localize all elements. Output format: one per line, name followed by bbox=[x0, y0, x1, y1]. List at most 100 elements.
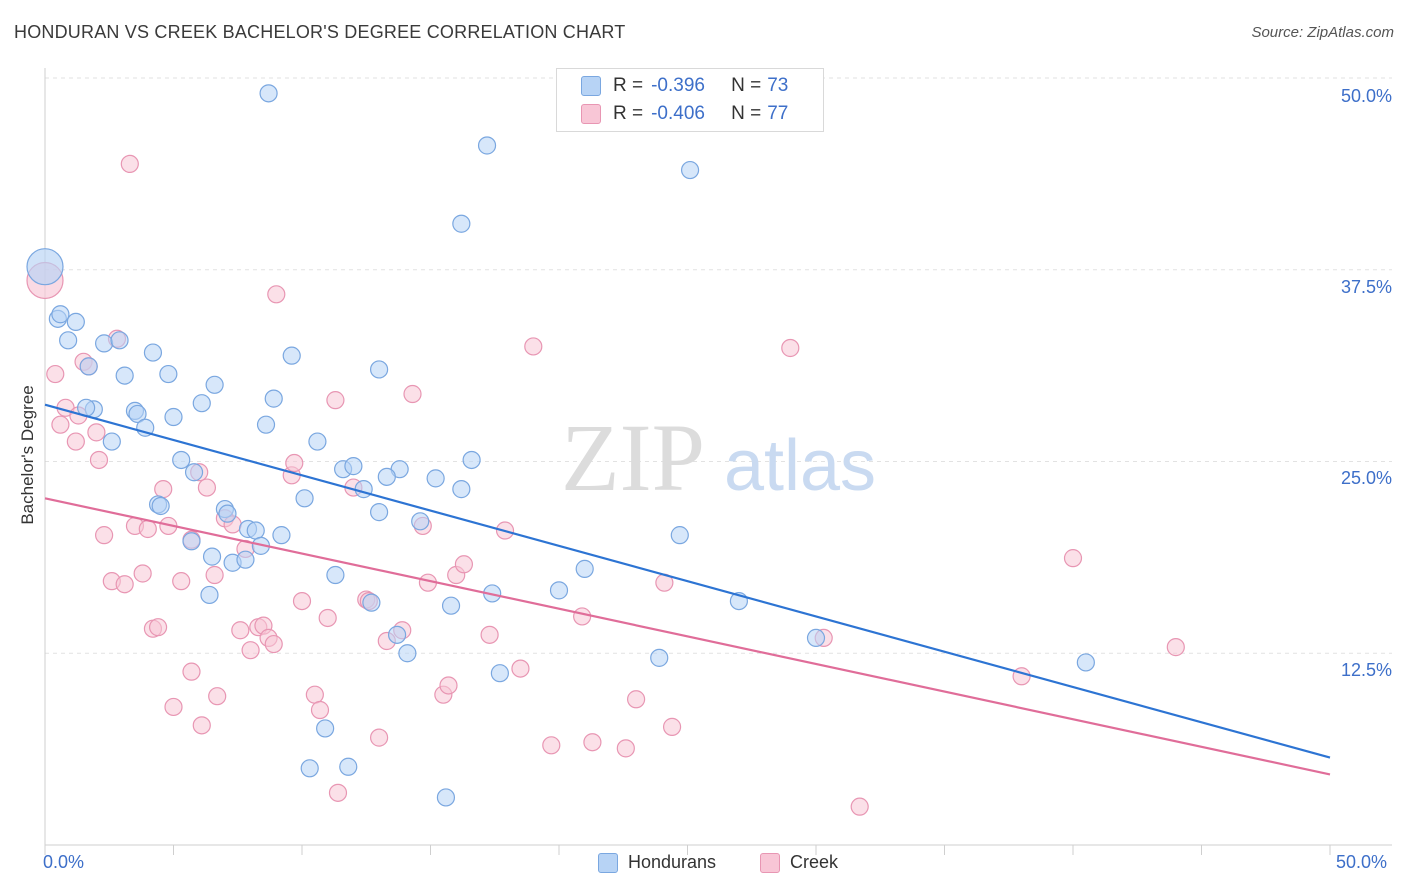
hondurans-point bbox=[282, 346, 301, 365]
creek-point bbox=[583, 733, 602, 752]
hondurans-point bbox=[102, 432, 121, 451]
hondurans-point bbox=[200, 585, 219, 605]
legend-row-creek: R = -0.406 N = 77 bbox=[581, 101, 788, 127]
creek-point bbox=[616, 739, 635, 758]
hondurans-point bbox=[477, 136, 497, 155]
hondurans-point bbox=[110, 331, 129, 350]
hondurans-swatch-icon bbox=[598, 852, 618, 873]
hondurans-point bbox=[387, 625, 407, 644]
hondurans-point bbox=[264, 389, 283, 408]
creek-point bbox=[267, 285, 286, 304]
creek-point bbox=[454, 555, 474, 574]
hondurans-point bbox=[51, 305, 70, 324]
legend-n-label: N = bbox=[731, 103, 762, 124]
source-label: Source: ZipAtlas.com bbox=[1251, 24, 1394, 41]
creek-point bbox=[164, 697, 183, 717]
creek-point bbox=[46, 364, 65, 384]
hondurans-point bbox=[151, 496, 170, 516]
hondurans-point bbox=[806, 628, 826, 648]
chart-title: HONDURAN VS CREEK BACHELOR'S DEGREE CORR… bbox=[14, 22, 626, 42]
hondurans-point bbox=[370, 503, 389, 522]
hondurans-point bbox=[66, 312, 85, 332]
hondurans-point bbox=[272, 526, 291, 545]
creek-point bbox=[115, 575, 134, 594]
hondurans-point bbox=[680, 160, 700, 180]
creek-point bbox=[292, 591, 312, 611]
legend-item-creek[interactable]: Creek bbox=[760, 852, 838, 873]
hondurans-point bbox=[462, 450, 481, 470]
creek-point bbox=[197, 478, 217, 497]
x-tick-label-min: 0.0% bbox=[43, 852, 85, 872]
hondurans-points bbox=[26, 84, 1095, 807]
hondurans-point bbox=[362, 593, 381, 612]
y-tick-label: 12.5% bbox=[1340, 660, 1392, 680]
hondurans-trend-line bbox=[44, 403, 1331, 759]
hondurans-point bbox=[182, 532, 201, 551]
creek-swatch-icon bbox=[581, 104, 601, 124]
creek-point bbox=[182, 662, 201, 681]
creek-point bbox=[264, 634, 283, 654]
creek-point bbox=[192, 716, 211, 735]
hondurans-point bbox=[164, 407, 183, 427]
creek-point bbox=[511, 659, 530, 678]
hondurans-point bbox=[218, 504, 237, 523]
hondurans-swatch-icon bbox=[581, 76, 601, 96]
hondurans-point bbox=[452, 480, 471, 499]
axes bbox=[44, 68, 1392, 855]
y-axis-label: Bachelor's Degree bbox=[18, 385, 37, 525]
hondurans-point bbox=[426, 469, 445, 488]
creek-point bbox=[89, 450, 109, 470]
hondurans-point bbox=[316, 719, 335, 738]
hondurans-point bbox=[308, 432, 327, 451]
trend-lines bbox=[44, 403, 1331, 776]
creek-point bbox=[120, 154, 139, 174]
legend-r-value: -0.396 bbox=[651, 75, 705, 96]
creek-point bbox=[328, 783, 348, 802]
creek-point bbox=[370, 728, 389, 747]
hondurans-point bbox=[411, 512, 430, 531]
y-tick-label: 25.0% bbox=[1340, 468, 1392, 488]
hondurans-point bbox=[59, 331, 78, 350]
creek-point bbox=[542, 736, 561, 755]
creek-point bbox=[626, 690, 646, 709]
creek-point bbox=[154, 480, 173, 499]
creek-point bbox=[318, 608, 337, 628]
creek-point bbox=[51, 415, 70, 434]
hondurans-point bbox=[326, 565, 345, 585]
legend-r-value: -0.406 bbox=[651, 103, 705, 124]
creek-point bbox=[305, 685, 324, 704]
legend-n-value: 73 bbox=[767, 75, 789, 96]
creek-point bbox=[172, 572, 191, 591]
creek-point bbox=[241, 641, 260, 660]
creek-point bbox=[1166, 638, 1185, 657]
hondurans-point bbox=[143, 343, 163, 362]
creek-point bbox=[148, 618, 168, 637]
legend-item-hondurans[interactable]: Hondurans bbox=[598, 852, 716, 873]
creek-point bbox=[205, 565, 224, 585]
hondurans-point bbox=[26, 248, 64, 286]
hondurans-point bbox=[300, 759, 319, 778]
legend-r-label: R = bbox=[613, 75, 644, 96]
hondurans-point bbox=[172, 450, 191, 470]
hondurans-point bbox=[354, 480, 373, 499]
creek-swatch-icon bbox=[760, 852, 780, 873]
hondurans-point bbox=[650, 648, 669, 667]
hondurans-point bbox=[115, 366, 134, 385]
creek-point bbox=[524, 337, 543, 356]
hondurans-point bbox=[377, 467, 396, 486]
hondurans-point bbox=[256, 415, 276, 434]
creek-point bbox=[573, 607, 592, 626]
hondurans-point bbox=[490, 664, 509, 683]
hondurans-point bbox=[202, 547, 222, 566]
creek-point bbox=[662, 717, 682, 736]
series-legend: Hondurans Creek bbox=[0, 852, 1406, 876]
hondurans-point bbox=[205, 375, 224, 394]
stats-legend: R = -0.396 N = 73 R = -0.406 N = 77 bbox=[556, 68, 824, 132]
hondurans-point bbox=[192, 394, 211, 413]
hondurans-point bbox=[436, 788, 456, 807]
hondurans-point bbox=[259, 84, 278, 103]
y-tick-label: 50.0% bbox=[1340, 86, 1392, 106]
grid-lines bbox=[45, 77, 1392, 654]
hondurans-point bbox=[339, 757, 358, 776]
